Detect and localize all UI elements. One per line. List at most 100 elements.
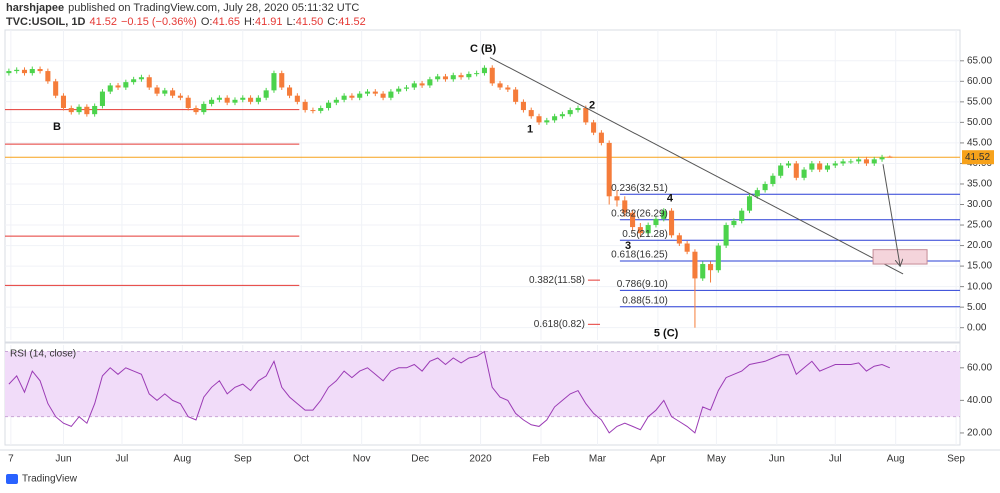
candle-body <box>154 87 160 94</box>
candle-body <box>505 87 511 90</box>
x-tick-label: Aug <box>887 454 905 465</box>
candle-body <box>209 99 215 104</box>
candle-body <box>598 132 604 143</box>
candle-body <box>396 88 402 92</box>
fib-label: 0.5(21.28) <box>622 229 668 240</box>
y-tick-label: 65.00 <box>967 55 992 66</box>
candle-body <box>676 235 682 244</box>
candle-body <box>793 163 799 178</box>
x-tick-label: Jun <box>769 454 785 465</box>
candle-body <box>692 251 698 279</box>
candle-body <box>474 73 480 75</box>
candle-body <box>92 105 98 115</box>
rsi-band <box>5 351 960 417</box>
candle-body <box>403 87 410 89</box>
candle-body <box>606 142 612 197</box>
x-tick-label: 2020 <box>469 454 492 465</box>
candle-body <box>481 67 487 74</box>
y-tick-label: 45.00 <box>967 138 992 149</box>
h-value: 41.91 <box>255 16 283 28</box>
candle-body <box>341 95 347 100</box>
candle-body <box>700 264 706 279</box>
candle-body <box>684 243 690 252</box>
y-tick-label: 50.00 <box>967 117 992 128</box>
candle-body <box>567 110 573 115</box>
candle-body <box>630 212 636 228</box>
extension-label: 0.382(11.58) <box>529 275 585 286</box>
candle-body <box>224 97 230 103</box>
candle-body <box>411 83 417 88</box>
candle-body <box>856 159 862 162</box>
price-plot <box>5 30 960 340</box>
c-label: C: <box>327 16 338 28</box>
candle-body <box>707 264 714 271</box>
x-tick-label: Mar <box>589 454 607 465</box>
y-tick-label: 10.00 <box>967 281 992 292</box>
x-tick-label: Oct <box>293 454 309 465</box>
candle-body <box>146 77 152 88</box>
candle-body <box>575 108 581 111</box>
candle-body <box>863 159 869 164</box>
logo <box>6 474 18 484</box>
candle-body <box>824 165 831 170</box>
candle-body <box>427 79 433 86</box>
y-tick-label: 20.00 <box>967 240 992 251</box>
candle-body <box>458 75 464 78</box>
candle-body <box>310 110 316 112</box>
x-tick-label: Jul <box>116 454 129 465</box>
candle-body <box>544 120 550 123</box>
candle-body <box>785 163 792 166</box>
y-tick-label: 25.00 <box>967 220 992 231</box>
x-tick-label: Jun <box>55 454 71 465</box>
x-tick-label: Dec <box>411 454 429 465</box>
candle-body <box>287 87 293 96</box>
candle-body <box>435 76 441 80</box>
rsi-tick-label: 40.00 <box>967 395 992 406</box>
candle-body <box>123 82 129 88</box>
candle-body <box>185 97 191 109</box>
o-label: O: <box>201 16 213 28</box>
forecast-arrow <box>882 164 900 265</box>
candle-body <box>177 95 183 98</box>
header: harshjapee published on TradingView.com, … <box>6 2 359 14</box>
candle-body <box>591 122 597 133</box>
candle-body <box>325 102 332 109</box>
wave-label: C (B) <box>470 43 497 55</box>
o-value: 41.65 <box>212 16 240 28</box>
legend: TVC:USOIL, 1D 41.52 −0.15 (−0.36%) O:41.65 H… <box>6 16 366 28</box>
candle-body <box>76 106 82 113</box>
fib-label: 0.382(26.29) <box>611 208 668 219</box>
candle-body <box>388 91 394 98</box>
candle-body <box>817 163 823 170</box>
candle-body <box>762 183 768 191</box>
published: published on TradingView.com, July 28, 2… <box>68 2 359 14</box>
candle-body <box>279 73 285 88</box>
candle-body <box>832 163 838 166</box>
wave-label: 3 <box>625 240 631 252</box>
last-price-label: 41.52 <box>965 152 990 163</box>
candle-body <box>622 200 628 213</box>
candle-body <box>746 196 753 211</box>
candle-body <box>349 95 355 98</box>
candle-body <box>84 106 90 115</box>
candle-body <box>645 225 651 234</box>
fib-label: 0.618(16.25) <box>611 250 668 261</box>
x-tick-label: Feb <box>532 454 550 465</box>
l-value: 41.50 <box>296 16 324 28</box>
candle-body <box>801 169 807 178</box>
candle-body <box>879 157 885 160</box>
candle-body <box>131 79 137 83</box>
target-box <box>872 249 928 265</box>
x-tick-label: Jul <box>829 454 842 465</box>
wave-label: B <box>53 121 61 133</box>
candle-body <box>14 69 20 72</box>
y-tick-label: 35.00 <box>967 179 992 190</box>
candle-body <box>442 76 449 80</box>
x-tick-label: Nov <box>353 454 371 465</box>
candle-body <box>809 163 815 170</box>
change: −0.15 (−0.36%) <box>121 16 197 28</box>
candle-body <box>653 218 659 226</box>
candle-body <box>419 83 425 86</box>
candle-body <box>754 190 760 197</box>
